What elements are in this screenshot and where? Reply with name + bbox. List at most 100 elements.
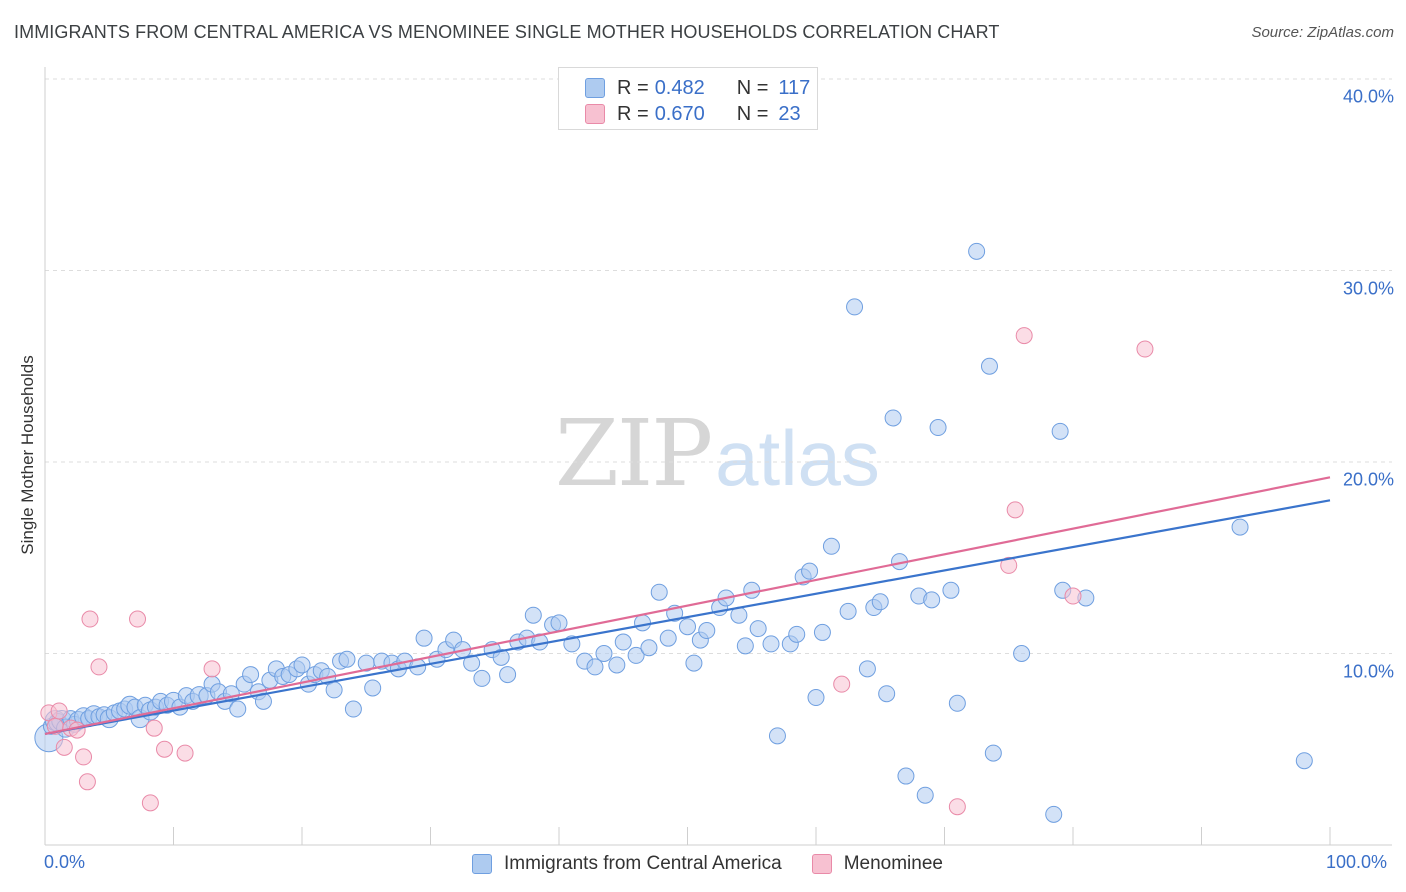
data-point-immigrants: [608, 656, 626, 674]
data-point-immigrants: [627, 646, 645, 664]
series-immigrants-points: [34, 242, 1313, 823]
data-point-immigrants: [499, 666, 517, 684]
data-point-menominee: [55, 738, 73, 756]
data-point-immigrants: [788, 625, 806, 643]
data-point-immigrants: [463, 654, 481, 672]
data-point-immigrants: [923, 591, 941, 609]
data-point-immigrants: [839, 602, 857, 620]
y-tick-label: 30.0%: [1342, 278, 1394, 298]
legend-n-value: 117: [778, 76, 811, 99]
data-point-menominee: [129, 610, 147, 628]
data-point-immigrants: [229, 700, 247, 718]
data-point-immigrants: [344, 700, 362, 718]
data-point-immigrants: [685, 654, 703, 672]
data-point-immigrants: [586, 658, 604, 676]
data-point-immigrants: [242, 666, 260, 684]
series-menominee-points: [40, 327, 1154, 816]
trend-line-menominee: [44, 476, 1331, 736]
data-point-menominee: [203, 660, 221, 678]
data-point-immigrants: [801, 562, 819, 580]
data-point-immigrants: [679, 618, 696, 636]
data-point-menominee: [1000, 556, 1018, 574]
data-point-immigrants: [807, 689, 825, 707]
data-point-menominee: [145, 719, 163, 737]
data-point-immigrants: [813, 623, 831, 641]
data-point-immigrants: [984, 744, 1002, 762]
legend-swatch-blue: [585, 78, 605, 98]
legend-label-immigrants: Immigrants from Central America: [504, 853, 782, 874]
data-point-menominee: [50, 702, 68, 720]
data-point-immigrants: [884, 409, 902, 427]
data-point-immigrants: [1051, 422, 1069, 440]
legend-label-menominee: Menominee: [843, 853, 943, 874]
legend-r-label: R =: [617, 76, 649, 99]
legend-r-label: R =: [617, 102, 649, 125]
data-point-immigrants: [415, 629, 433, 647]
data-point-immigrants: [858, 660, 876, 678]
legend-swatch-pink: [811, 854, 832, 874]
legend-swatch-blue: [472, 854, 492, 874]
data-point-immigrants: [822, 537, 840, 555]
data-point-menominee: [1136, 340, 1154, 358]
data-point-immigrants: [929, 419, 947, 437]
data-point-menominee: [176, 744, 194, 762]
trend-line-immigrants: [44, 499, 1331, 736]
axes: [44, 67, 1392, 846]
data-point-immigrants: [736, 637, 754, 655]
legend-r-value: 0.670: [654, 102, 705, 125]
data-point-menominee: [1015, 327, 1033, 345]
legend-n-value: 23: [778, 102, 801, 125]
data-point-immigrants: [614, 633, 632, 651]
data-point-menominee: [81, 610, 99, 628]
correlation-legend: R = 0.482 N = 117 R = 0.670 N = 23: [558, 67, 818, 130]
data-point-immigrants: [659, 629, 677, 647]
data-point-immigrants: [980, 357, 998, 375]
legend-item-immigrants: Immigrants from Central America: [472, 853, 782, 875]
data-point-immigrants: [524, 606, 542, 624]
data-point-immigrants: [743, 581, 761, 599]
chart-title: IMMIGRANTS FROM CENTRAL AMERICA VS MENOM…: [14, 22, 1000, 42]
data-point-immigrants: [650, 583, 668, 601]
source-label: Source: ZipAtlas.com: [1251, 24, 1394, 41]
data-point-immigrants: [325, 681, 343, 699]
data-point-immigrants: [948, 694, 966, 712]
data-point-immigrants: [595, 645, 613, 662]
y-tick-label: 10.0%: [1342, 661, 1394, 681]
data-point-menominee: [75, 748, 93, 766]
data-point-menominee: [1064, 587, 1082, 605]
series-legend: Immigrants from Central America Menomine…: [472, 852, 973, 876]
data-point-immigrants: [916, 786, 934, 804]
data-point-immigrants: [364, 679, 382, 697]
y-tick-label: 20.0%: [1342, 469, 1394, 490]
data-point-menominee: [90, 658, 108, 676]
y-tick-label: 40.0%: [1342, 86, 1394, 107]
data-point-immigrants: [338, 650, 356, 668]
data-point-menominee: [1006, 501, 1024, 519]
x-tick-label-min: 0.0%: [44, 852, 86, 872]
data-point-immigrants: [942, 581, 960, 599]
data-point-immigrants: [1045, 805, 1063, 823]
data-point-menominee: [141, 794, 159, 812]
trend-lines: [44, 476, 1331, 736]
data-point-immigrants: [492, 648, 510, 666]
data-point-menominee: [948, 798, 966, 816]
legend-r-value: 0.482: [654, 76, 705, 99]
legend-item-menominee: Menominee: [811, 853, 943, 875]
data-point-immigrants: [1013, 645, 1031, 662]
x-tick-label-max: 100.0%: [1326, 852, 1388, 872]
data-point-immigrants: [749, 620, 767, 638]
legend-row-immigrants: R = 0.482 N = 117: [585, 76, 810, 100]
gridlines: [45, 78, 1392, 654]
legend-row-menominee: R = 0.670 N = 23: [585, 102, 801, 126]
data-point-menominee: [156, 740, 174, 758]
data-point-immigrants: [698, 622, 716, 640]
data-point-immigrants: [640, 639, 658, 657]
data-point-menominee: [78, 773, 96, 791]
data-point-immigrants: [634, 614, 652, 632]
data-point-menominee: [833, 675, 851, 693]
data-point-immigrants: [968, 242, 986, 260]
data-point-immigrants: [762, 635, 780, 653]
legend-n-label: N =: [736, 102, 769, 125]
data-point-immigrants: [846, 298, 864, 316]
